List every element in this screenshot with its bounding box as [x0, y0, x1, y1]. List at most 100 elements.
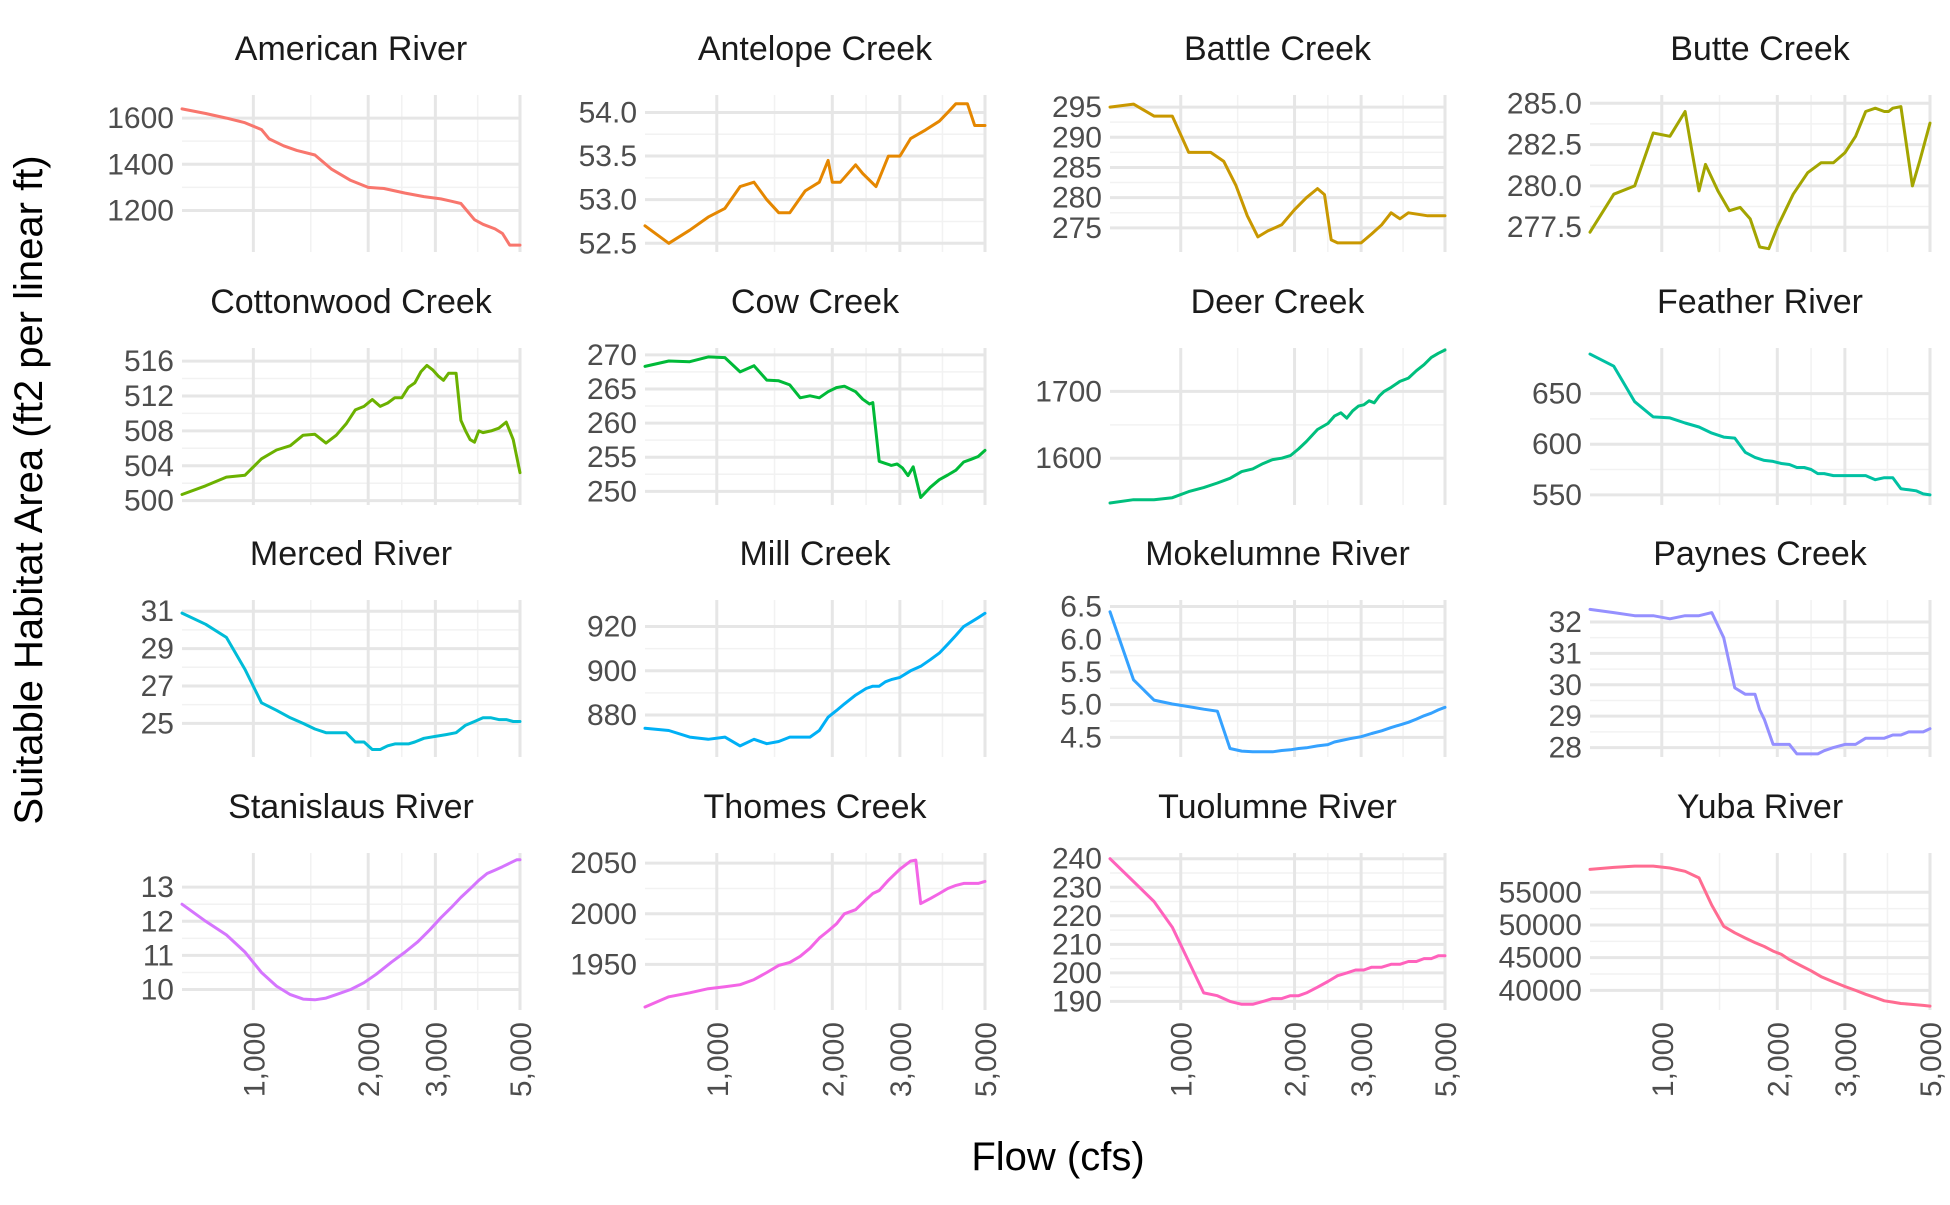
y-tick-label: 295 [1052, 91, 1102, 124]
y-tick-label: 190 [1052, 985, 1102, 1018]
y-tick-label: 2000 [570, 898, 637, 931]
panel-antelope-creek: 52.5 53.0 53.5 54.0 Antelope Creek [579, 30, 987, 260]
x-tick-label: 5,000 [505, 1022, 538, 1097]
panel-title: Cottonwood Creek [210, 283, 493, 321]
series-line-thomes-creek [643, 858, 987, 1009]
y-tick-label: 1600 [107, 102, 174, 135]
y-tick-label: 25 [141, 707, 174, 740]
series-line-deer-creek [1108, 348, 1447, 505]
y-tick-label: 11 [143, 939, 174, 972]
y-tick-label: 40000 [1499, 974, 1582, 1007]
x-tick-label: 1,000 [238, 1022, 271, 1097]
panel-title: Cow Creek [731, 283, 900, 321]
panel-title: American River [235, 30, 467, 68]
y-tick-label: 55000 [1499, 876, 1582, 909]
panel-mokelumne-river: 4.55.05.56.06.5 Mokelumne River [1060, 535, 1447, 757]
y-tick-label: 240 [1052, 843, 1102, 876]
y-tick-label: 260 [587, 407, 637, 440]
y-tick-label: 13 [141, 871, 174, 904]
y-tick-label: 28 [1549, 732, 1582, 765]
y-tick-label: 650 [1532, 378, 1582, 411]
x-tick-label: 3,000 [1830, 1022, 1863, 1097]
y-tick-label: 500 [124, 485, 174, 518]
panel-title: Thomes Creek [704, 788, 928, 826]
y-tick-label: 12 [141, 905, 174, 938]
y-tick-label: 6.0 [1060, 623, 1102, 656]
panel-title: Feather River [1657, 283, 1863, 321]
y-tick-label: 920 [587, 611, 637, 644]
panel-title: Antelope Creek [698, 30, 933, 68]
panel-title: Stanislaus River [228, 788, 474, 826]
y-tick-label: 265 [587, 373, 637, 406]
x-tick-label: 5,000 [970, 1022, 1003, 1097]
panel-title: Tuolumne River [1158, 788, 1397, 826]
y-tick-label: 4.5 [1060, 721, 1102, 754]
y-tick-label: 31 [141, 595, 174, 628]
panel-title: Mokelumne River [1145, 535, 1410, 573]
y-axis-title: Suitable Habitat Area (ft2 per linear ft… [7, 155, 51, 824]
panel-merced-river: 25 27 29 31 Merced River [141, 535, 522, 757]
y-tick-label: 285 [1052, 151, 1102, 184]
x-tick-label: 2,000 [1762, 1022, 1795, 1097]
series-line-cottonwood-creek [180, 363, 522, 496]
y-tick-label: 282.5 [1507, 129, 1582, 162]
x-tick-label: 2,000 [817, 1022, 850, 1097]
panel-title: Butte Creek [1670, 30, 1851, 68]
series-line-merced-river [180, 611, 522, 751]
x-tick-label: 3,000 [1346, 1022, 1379, 1097]
y-tick-label: 2050 [570, 847, 637, 880]
series-line-antelope-creek [643, 102, 987, 245]
x-tick-label: 5,000 [1430, 1022, 1463, 1097]
x-tick-label: 1,000 [702, 1022, 735, 1097]
series-line-yuba-river [1588, 864, 1932, 1008]
y-tick-label: 900 [587, 655, 637, 688]
panel-american-river: 1200 1400 1600 American River [107, 30, 522, 252]
y-tick-label: 1950 [570, 948, 637, 981]
y-tick-label: 45000 [1499, 942, 1582, 975]
panel-title: Mill Creek [739, 535, 891, 573]
y-tick-label: 200 [1052, 957, 1102, 990]
y-tick-label: 220 [1052, 900, 1102, 933]
x-tick-label: 3,000 [885, 1022, 918, 1097]
y-tick-label: 250 [587, 475, 637, 508]
x-axis-title: Flow (cfs) [971, 1135, 1144, 1179]
series-line-tuolumne-river [1108, 857, 1447, 1006]
y-tick-label: 255 [587, 441, 637, 474]
y-tick-label: 508 [124, 415, 174, 448]
series-line-stanislaus-river [180, 858, 522, 1002]
y-tick-label: 29 [1549, 700, 1582, 733]
y-tick-label: 880 [587, 699, 637, 732]
y-tick-label: 1400 [107, 148, 174, 181]
y-tick-label: 54.0 [579, 96, 637, 129]
y-tick-label: 6.5 [1060, 591, 1102, 624]
y-tick-label: 50000 [1499, 909, 1582, 942]
panel-title: Merced River [250, 535, 452, 573]
y-tick-label: 5.5 [1060, 656, 1102, 689]
y-tick-label: 280.0 [1507, 170, 1582, 203]
panel-title: Battle Creek [1184, 30, 1372, 68]
panel-title: Paynes Creek [1653, 535, 1868, 573]
y-tick-label: 53.0 [579, 184, 637, 217]
y-tick-label: 277.5 [1507, 211, 1582, 244]
series-line-butte-creek [1588, 105, 1932, 251]
y-tick-label: 1600 [1035, 442, 1102, 475]
panel-butte-creek: 277.5 280.0 282.5 285.0 Butte Creek [1507, 30, 1932, 252]
y-tick-label: 29 [141, 633, 174, 666]
y-tick-label: 290 [1052, 121, 1102, 154]
y-tick-label: 1200 [107, 194, 174, 227]
panel-deer-creek: 1600 1700 Deer Creek [1035, 283, 1447, 505]
y-tick-label: 285.0 [1507, 87, 1582, 120]
series-line-paynes-creek [1588, 607, 1932, 756]
series-line-feather-river [1588, 352, 1932, 497]
panel-title: Deer Creek [1191, 283, 1366, 321]
series-line-american-river [180, 107, 522, 247]
y-tick-label: 600 [1532, 428, 1582, 461]
